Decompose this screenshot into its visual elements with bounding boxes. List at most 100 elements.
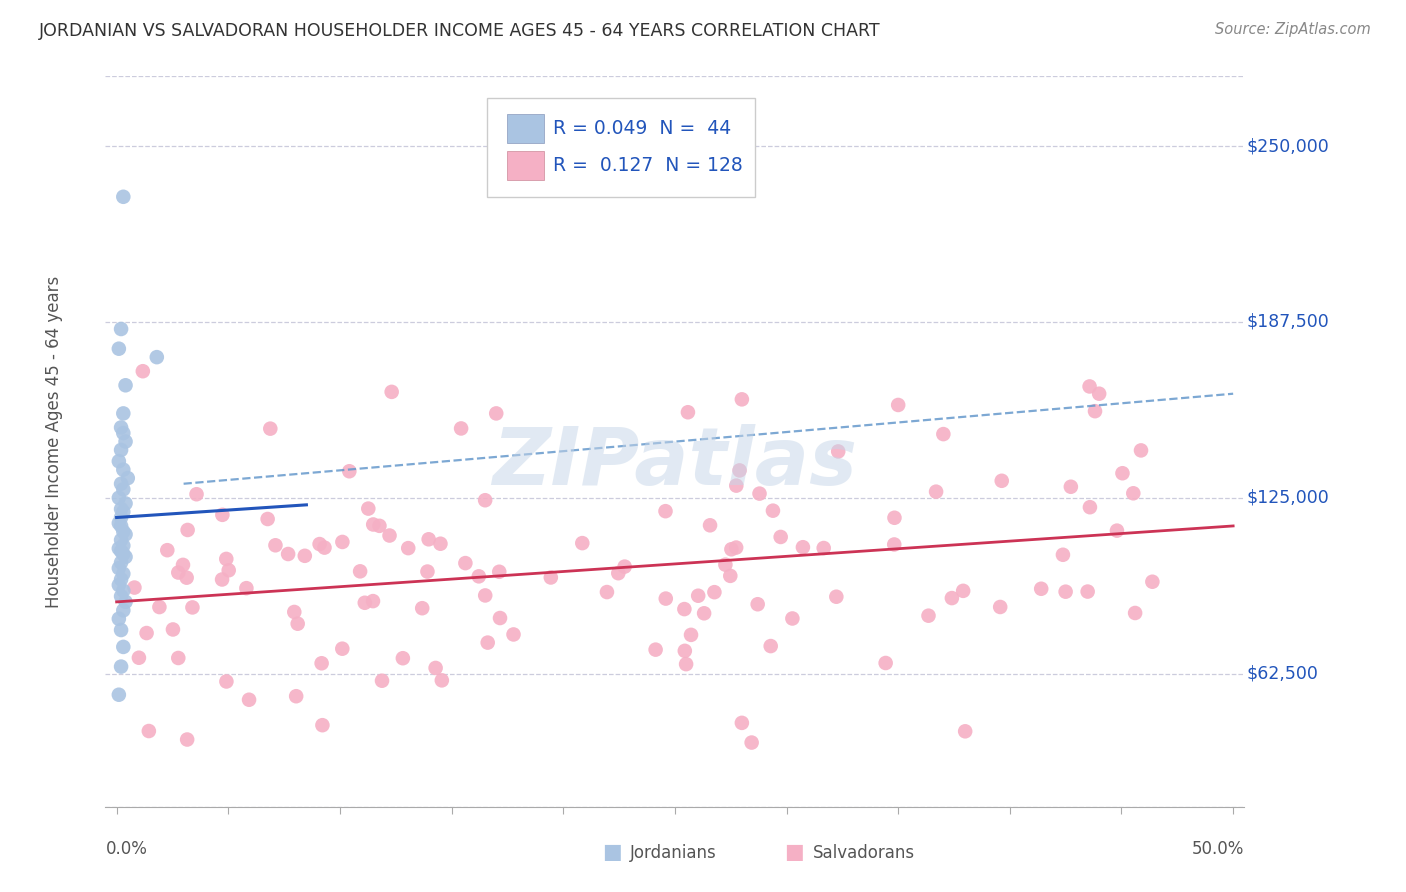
Point bbox=[114, 434, 136, 449]
Point bbox=[728, 463, 751, 477]
Text: JORDANIAN VS SALVADORAN HOUSEHOLDER INCOME AGES 45 - 64 YEARS CORRELATION CHART: JORDANIAN VS SALVADORAN HOUSEHOLDER INCO… bbox=[39, 22, 882, 40]
Text: ■: ■ bbox=[785, 842, 804, 862]
Point bbox=[311, 718, 333, 732]
Point bbox=[148, 600, 170, 615]
Text: R = 0.049  N =  44: R = 0.049 N = 44 bbox=[553, 119, 731, 138]
Point bbox=[112, 583, 135, 598]
Point bbox=[371, 673, 394, 688]
Text: Salvadorans: Salvadorans bbox=[813, 844, 915, 862]
Point bbox=[825, 590, 848, 604]
Point bbox=[675, 657, 697, 672]
Point bbox=[368, 519, 391, 533]
Point bbox=[941, 591, 963, 605]
Point bbox=[114, 549, 136, 564]
Point bbox=[110, 519, 132, 533]
Point bbox=[725, 541, 748, 555]
Point bbox=[311, 657, 333, 671]
Point bbox=[361, 594, 384, 608]
Point bbox=[112, 566, 135, 581]
Point bbox=[952, 583, 974, 598]
Point bbox=[117, 471, 139, 485]
Point bbox=[1084, 404, 1107, 418]
Point bbox=[1088, 386, 1111, 401]
Point bbox=[112, 190, 135, 204]
Point bbox=[813, 541, 835, 555]
Point bbox=[256, 512, 278, 526]
Point bbox=[287, 616, 309, 631]
Point bbox=[330, 641, 353, 656]
Point bbox=[782, 611, 804, 625]
Point bbox=[731, 715, 754, 730]
Point bbox=[112, 505, 135, 519]
Text: R =  0.127  N = 128: R = 0.127 N = 128 bbox=[553, 156, 742, 176]
Point bbox=[186, 487, 208, 501]
Point bbox=[357, 501, 380, 516]
Point bbox=[747, 597, 769, 611]
Point bbox=[349, 565, 371, 579]
FancyBboxPatch shape bbox=[486, 98, 755, 196]
Text: ZIPatlas: ZIPatlas bbox=[492, 425, 858, 502]
Point bbox=[108, 612, 131, 626]
Point bbox=[314, 541, 336, 555]
Point bbox=[925, 484, 948, 499]
Point bbox=[181, 600, 204, 615]
Point bbox=[110, 556, 132, 570]
Point bbox=[264, 538, 287, 552]
Text: $125,000: $125,000 bbox=[1247, 489, 1329, 507]
Point bbox=[110, 533, 132, 547]
FancyBboxPatch shape bbox=[508, 114, 544, 143]
Point bbox=[110, 420, 132, 434]
Text: Jordanians: Jordanians bbox=[630, 844, 717, 862]
Point bbox=[110, 573, 132, 587]
Text: $62,500: $62,500 bbox=[1247, 665, 1319, 682]
Point bbox=[425, 661, 447, 675]
Point bbox=[361, 517, 384, 532]
Point bbox=[146, 350, 169, 364]
Point bbox=[676, 405, 699, 419]
Point bbox=[215, 552, 238, 566]
Point bbox=[731, 392, 754, 407]
Point bbox=[238, 692, 260, 706]
Point bbox=[392, 651, 415, 665]
Point bbox=[167, 566, 190, 580]
Point bbox=[1123, 606, 1146, 620]
Point bbox=[112, 483, 135, 497]
Point bbox=[887, 398, 910, 412]
Point bbox=[416, 565, 439, 579]
Point bbox=[769, 530, 792, 544]
Point bbox=[114, 496, 136, 510]
Point bbox=[932, 427, 955, 442]
Point bbox=[277, 547, 299, 561]
FancyBboxPatch shape bbox=[508, 151, 544, 180]
Point bbox=[110, 476, 132, 491]
Point bbox=[124, 581, 146, 595]
Point bbox=[283, 605, 305, 619]
Point bbox=[714, 558, 737, 572]
Point bbox=[1031, 582, 1053, 596]
Point bbox=[502, 627, 524, 641]
Point bbox=[430, 673, 453, 688]
Point bbox=[337, 464, 360, 478]
Point bbox=[1130, 443, 1153, 458]
Point bbox=[128, 650, 150, 665]
Point bbox=[110, 544, 132, 558]
Point bbox=[693, 607, 716, 621]
Point bbox=[883, 510, 905, 524]
Point bbox=[718, 569, 741, 583]
Text: ■: ■ bbox=[602, 842, 621, 862]
Point bbox=[308, 537, 330, 551]
Point bbox=[613, 559, 636, 574]
Point bbox=[353, 596, 375, 610]
Point bbox=[112, 406, 135, 420]
Point bbox=[108, 578, 131, 592]
Text: Source: ZipAtlas.com: Source: ZipAtlas.com bbox=[1215, 22, 1371, 37]
Point bbox=[211, 508, 233, 522]
Point bbox=[1122, 486, 1144, 500]
Point bbox=[883, 537, 905, 551]
Point bbox=[827, 444, 849, 458]
Text: $187,500: $187,500 bbox=[1247, 313, 1329, 331]
Point bbox=[108, 491, 131, 505]
Point bbox=[1111, 467, 1133, 481]
Point bbox=[112, 539, 135, 553]
Point bbox=[489, 611, 512, 625]
